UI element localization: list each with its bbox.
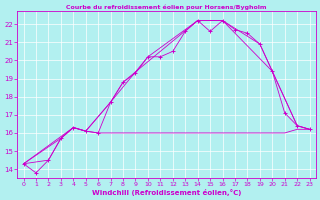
- Title: Courbe du refroidissement éolien pour Horsens/Bygholm: Courbe du refroidissement éolien pour Ho…: [66, 4, 267, 10]
- X-axis label: Windchill (Refroidissement éolien,°C): Windchill (Refroidissement éolien,°C): [92, 189, 241, 196]
